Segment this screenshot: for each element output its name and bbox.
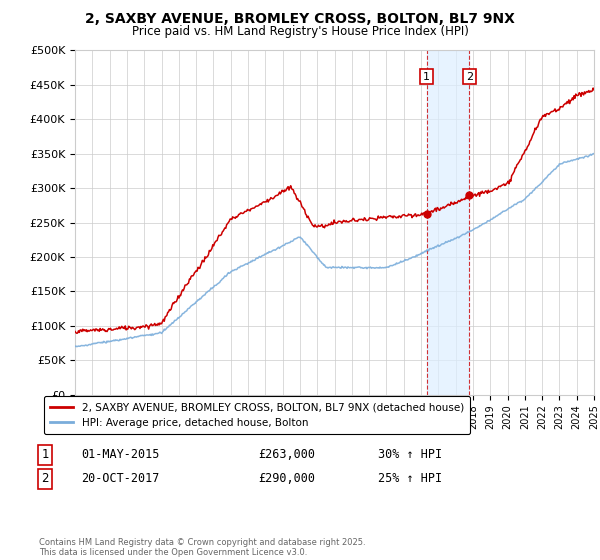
Text: 2: 2	[466, 72, 473, 82]
Text: Contains HM Land Registry data © Crown copyright and database right 2025.
This d: Contains HM Land Registry data © Crown c…	[39, 538, 365, 557]
Text: 1: 1	[41, 448, 49, 461]
Text: 25% ↑ HPI: 25% ↑ HPI	[378, 472, 442, 486]
Text: £263,000: £263,000	[258, 448, 315, 461]
Text: Price paid vs. HM Land Registry's House Price Index (HPI): Price paid vs. HM Land Registry's House …	[131, 25, 469, 38]
Text: 01-MAY-2015: 01-MAY-2015	[81, 448, 160, 461]
Text: £290,000: £290,000	[258, 472, 315, 486]
Bar	[427, 50, 469, 395]
Text: 30% ↑ HPI: 30% ↑ HPI	[378, 448, 442, 461]
Legend: 2, SAXBY AVENUE, BROMLEY CROSS, BOLTON, BL7 9NX (detached house), HPI: Average p: 2, SAXBY AVENUE, BROMLEY CROSS, BOLTON, …	[44, 396, 470, 434]
Text: 2: 2	[41, 472, 49, 486]
Text: 2, SAXBY AVENUE, BROMLEY CROSS, BOLTON, BL7 9NX: 2, SAXBY AVENUE, BROMLEY CROSS, BOLTON, …	[85, 12, 515, 26]
Text: 20-OCT-2017: 20-OCT-2017	[81, 472, 160, 486]
Text: 1: 1	[423, 72, 430, 82]
